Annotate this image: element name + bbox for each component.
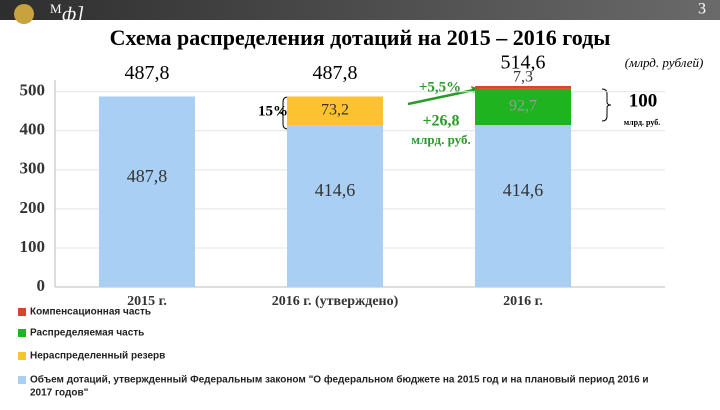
legend-marker	[18, 308, 26, 316]
y-tick-label: 500	[20, 81, 46, 100]
total-label: 487,8	[313, 62, 358, 84]
annotation: млрд. руб.	[624, 118, 661, 127]
bar-segment	[475, 86, 571, 89]
y-tick-label: 200	[20, 198, 46, 217]
legend-label: Компенсационная часть	[30, 307, 151, 318]
total-label: 487,8	[125, 62, 170, 84]
chart-title: Схема распределения дотаций на 2015 – 20…	[110, 25, 611, 50]
annotation: 100	[629, 90, 658, 111]
legend-label: Распределяемая часть	[30, 328, 144, 339]
logo-letter: М	[50, 1, 62, 16]
emblem	[14, 4, 34, 24]
bar-segment	[287, 125, 383, 287]
legend-marker	[18, 376, 26, 384]
x-tick-label: 2015 г.	[127, 294, 167, 309]
bar-segment	[475, 125, 571, 287]
annotation: +26,8	[422, 113, 459, 130]
annotation: +5,5%	[419, 79, 461, 95]
legend-label: Нераспределенный резерв	[30, 351, 165, 362]
y-tick-label: 0	[37, 276, 46, 295]
header-bar	[0, 0, 720, 20]
bar-segment	[475, 88, 571, 126]
unit: (млрд. рублей)	[625, 55, 704, 70]
arrow	[407, 88, 475, 106]
bar-segment	[287, 96, 383, 126]
annotation: млрд. руб.	[411, 132, 470, 147]
value-label: 7,3	[513, 69, 533, 86]
x-tick-label: 2016 г. (утверждено)	[272, 294, 399, 309]
page-number: 3	[698, 1, 706, 18]
x-tick-label: 2016 г.	[503, 294, 543, 309]
annotation: 15%	[258, 103, 288, 119]
brace	[278, 96, 289, 130]
bar-segment	[99, 96, 195, 287]
y-tick-label: 100	[20, 237, 46, 256]
legend-label: 2017 годов"	[30, 388, 89, 399]
value-label: 92,7	[509, 98, 537, 115]
total-label: 514,6	[501, 52, 546, 74]
y-tick-label: 400	[20, 120, 46, 139]
legend-marker	[18, 352, 26, 360]
value-label: 414,6	[503, 180, 544, 200]
value-label: 414,6	[315, 180, 356, 200]
y-tick-label: 300	[20, 159, 46, 178]
legend-marker	[18, 329, 26, 337]
value-label: 487,8	[127, 166, 168, 186]
logo-text: ф]	[62, 4, 84, 26]
brace	[601, 88, 612, 122]
value-label: 73,2	[321, 101, 349, 118]
legend-label: Объем дотаций, утвержденный Федеральным …	[30, 374, 649, 386]
